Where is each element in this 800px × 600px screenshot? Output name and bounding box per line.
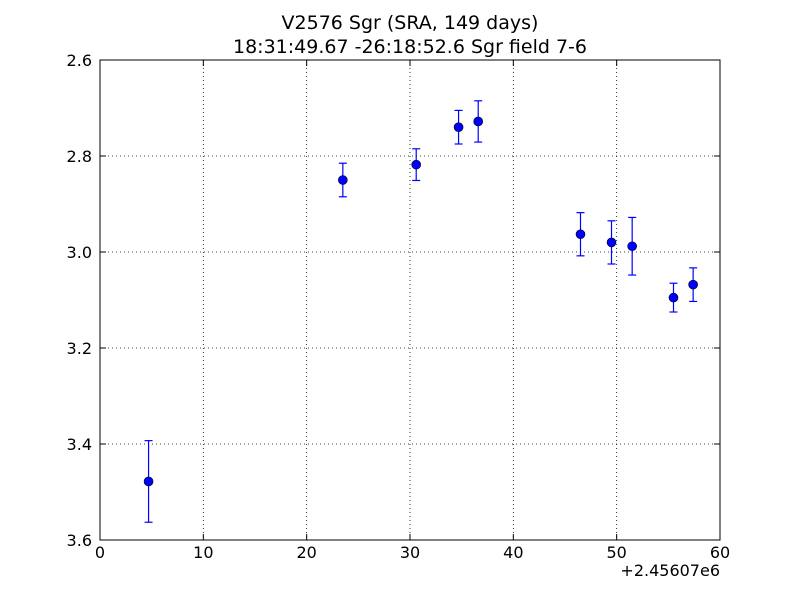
data-point — [338, 175, 348, 185]
x-tick-label: 60 — [710, 543, 730, 562]
data-point-group — [411, 148, 422, 182]
data-point-group — [575, 212, 586, 257]
data-point-group — [473, 100, 484, 143]
y-tick-label: 2.6 — [67, 51, 92, 70]
x-tick-labels: 0 10 20 30 40 50 60 — [95, 543, 730, 562]
x-offset-label: +2.45607e6 — [620, 561, 720, 580]
data-point — [688, 279, 698, 290]
data-point-group — [453, 109, 464, 145]
data-point-group — [338, 162, 348, 198]
data-point — [453, 122, 464, 132]
data-point — [606, 237, 617, 248]
y-tick-label: 2.8 — [67, 147, 92, 166]
data-point-group — [627, 216, 637, 276]
data-point — [575, 229, 586, 240]
y-tick-label: 3.4 — [67, 435, 92, 454]
x-tick-label: 50 — [606, 543, 626, 562]
data-point — [411, 159, 422, 170]
data-point — [668, 292, 679, 303]
data-point — [627, 241, 637, 252]
x-tick-label: 30 — [400, 543, 420, 562]
data-point-group — [668, 282, 679, 313]
chart-subtitle: 18:31:49.67 -26:18:52.6 Sgr field 7-6 — [233, 36, 587, 58]
x-tick-label: 40 — [503, 543, 523, 562]
x-tick-label: 10 — [193, 543, 213, 562]
data-points — [143, 100, 698, 523]
chart-title: V2576 Sgr (SRA, 149 days) — [282, 12, 539, 34]
grid — [100, 60, 720, 540]
data-point-group — [606, 220, 617, 265]
data-point — [473, 116, 484, 127]
data-point-group — [688, 267, 698, 303]
y-tick-label: 3.6 — [67, 531, 92, 550]
x-tick-label: 0 — [95, 543, 105, 562]
data-point-group — [143, 440, 154, 523]
y-tick-labels: 2.6 2.8 3.0 3.2 3.4 3.6 — [67, 51, 92, 550]
y-tick-label: 3.0 — [67, 243, 92, 262]
data-point — [143, 476, 154, 487]
axis-ticks — [99, 59, 721, 541]
x-tick-label: 20 — [296, 543, 316, 562]
y-tick-label: 3.2 — [67, 339, 92, 358]
